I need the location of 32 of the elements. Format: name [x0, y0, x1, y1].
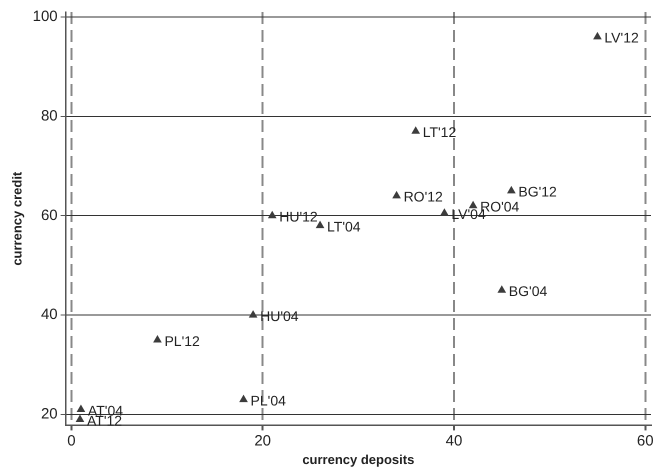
point: [507, 186, 516, 194]
point: [440, 208, 449, 216]
annotation: LT'12: [422, 124, 456, 140]
annotation: LV'12: [604, 30, 639, 46]
y-axis-title: currency credit: [9, 171, 24, 266]
annotation: PL'04: [250, 392, 286, 408]
x-tick-label: 0: [67, 432, 76, 450]
x-tick-label: 40: [446, 432, 462, 450]
annotation: BG'04: [508, 283, 548, 300]
y-tick-label: 40: [40, 306, 58, 324]
annotation: PL'12: [164, 332, 200, 349]
y-tick-label: 80: [40, 107, 58, 124]
point: [76, 414, 84, 422]
x-axis-title: currency deposits: [302, 452, 414, 467]
annotation: BG'12: [518, 184, 558, 200]
x-tick-label: 20: [254, 432, 272, 450]
point: [411, 126, 420, 134]
annotation: LT'04: [327, 218, 361, 235]
y-tick-label: 20: [40, 406, 58, 423]
x-tick-label: 60: [636, 432, 654, 450]
point: [316, 220, 324, 228]
point: [248, 310, 258, 318]
point: [76, 404, 86, 412]
annotation: RO'12: [404, 188, 444, 205]
point: [392, 190, 401, 198]
point: [593, 32, 602, 40]
point: [153, 334, 162, 342]
point: [239, 394, 248, 402]
point: [268, 210, 277, 218]
y-tick-label: 60: [40, 206, 58, 224]
y-tick-label: 100: [32, 8, 58, 26]
point: [497, 285, 506, 293]
